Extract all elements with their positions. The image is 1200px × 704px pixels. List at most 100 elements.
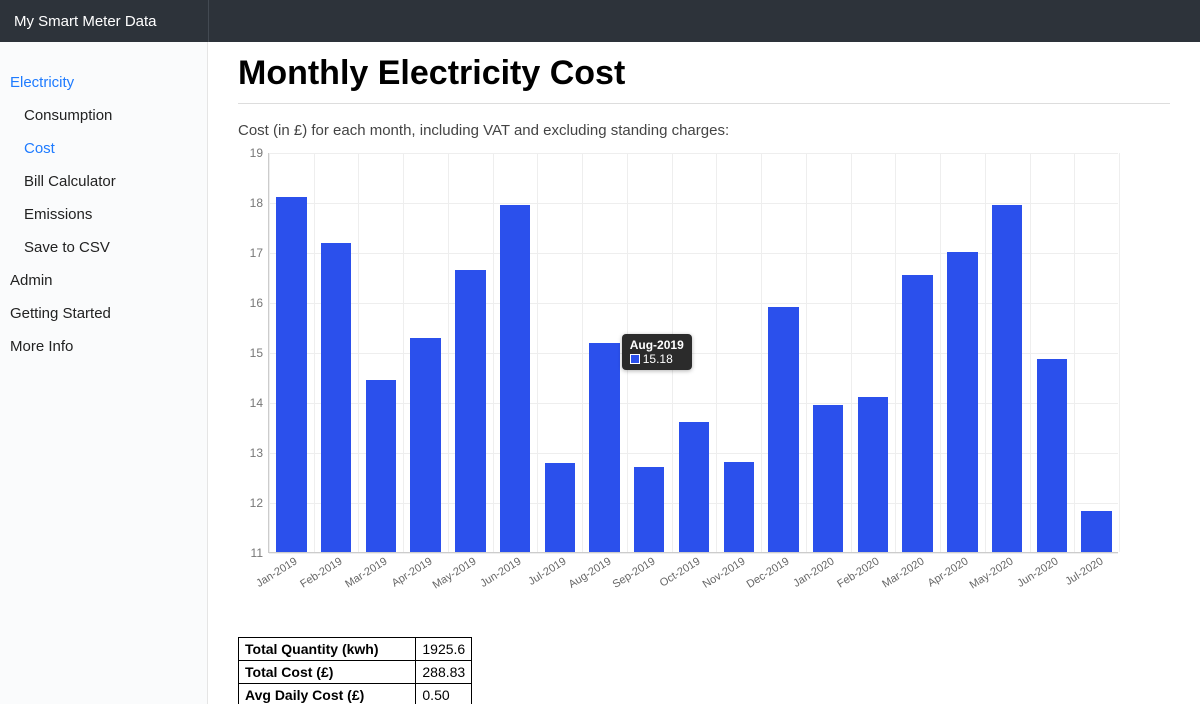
sidebar-section-electricity[interactable]: Electricity bbox=[0, 66, 207, 99]
gridline-v bbox=[940, 153, 941, 552]
y-axis-label: 17 bbox=[250, 246, 269, 260]
page-title: Monthly Electricity Cost bbox=[238, 54, 1170, 93]
table-row: Avg Daily Cost (£)0.50 bbox=[239, 684, 472, 704]
sidebar-item-more-info[interactable]: More Info bbox=[0, 330, 207, 363]
x-axis-label: Dec-2019 bbox=[745, 555, 792, 590]
x-axis-label: Aug-2019 bbox=[566, 555, 613, 590]
gridline-h bbox=[269, 303, 1118, 304]
gridline-v bbox=[269, 153, 270, 552]
gridline-h bbox=[269, 353, 1118, 354]
bar-may-2020[interactable] bbox=[992, 205, 1022, 553]
x-axis-label: Oct-2019 bbox=[658, 555, 703, 589]
y-axis-label: 11 bbox=[251, 546, 269, 560]
bar-feb-2020[interactable] bbox=[858, 397, 888, 552]
x-axis-label: May-2020 bbox=[968, 555, 1016, 591]
gridline-v bbox=[1030, 153, 1031, 552]
bar-aug-2019[interactable] bbox=[589, 343, 619, 552]
gridline-h bbox=[269, 403, 1118, 404]
sidebar-item-bill-calculator[interactable]: Bill Calculator bbox=[24, 165, 207, 198]
stat-value: 1925.6 bbox=[416, 638, 472, 661]
gridline-v bbox=[448, 153, 449, 552]
bar-oct-2019[interactable] bbox=[679, 422, 709, 552]
sidebar-item-consumption[interactable]: Consumption bbox=[24, 99, 207, 132]
y-axis-label: 19 bbox=[250, 146, 269, 160]
summary-table: Total Quantity (kwh)1925.6Total Cost (£)… bbox=[238, 637, 472, 704]
chart-tooltip: Aug-201915.18 bbox=[622, 334, 692, 370]
bar-jan-2019[interactable] bbox=[276, 197, 306, 552]
x-axis-label: Nov-2019 bbox=[700, 555, 747, 590]
x-axis-label: Apr-2019 bbox=[389, 555, 434, 589]
gridline-v bbox=[537, 153, 538, 552]
bar-mar-2020[interactable] bbox=[902, 275, 932, 553]
x-axis-label: Feb-2019 bbox=[298, 555, 344, 590]
bar-apr-2019[interactable] bbox=[410, 338, 440, 552]
x-axis-label: Apr-2020 bbox=[926, 555, 971, 589]
x-axis-label: Mar-2019 bbox=[343, 555, 389, 590]
stat-key: Total Cost (£) bbox=[239, 661, 416, 684]
bar-dec-2019[interactable] bbox=[768, 307, 798, 552]
main-content: Monthly Electricity Cost Cost (in £) for… bbox=[208, 42, 1200, 704]
gridline-h bbox=[269, 553, 1118, 554]
gridline-h bbox=[269, 203, 1118, 204]
stat-key: Total Quantity (kwh) bbox=[239, 638, 416, 661]
gridline-v bbox=[985, 153, 986, 552]
x-axis-label: Feb-2020 bbox=[835, 555, 881, 590]
gridline-v bbox=[806, 153, 807, 552]
gridline-v bbox=[716, 153, 717, 552]
sidebar-item-getting-started[interactable]: Getting Started bbox=[0, 297, 207, 330]
sidebar-item-emissions[interactable]: Emissions bbox=[24, 198, 207, 231]
bar-jul-2019[interactable] bbox=[545, 463, 575, 552]
x-axis-label: Jan-2019 bbox=[255, 555, 300, 589]
gridline-v bbox=[672, 153, 673, 552]
stat-value: 0.50 bbox=[416, 684, 472, 704]
gridline-v bbox=[627, 153, 628, 552]
bar-sep-2019[interactable] bbox=[634, 467, 664, 552]
x-axis-label: May-2019 bbox=[431, 555, 479, 591]
bar-apr-2020[interactable] bbox=[947, 252, 977, 552]
gridline-h bbox=[269, 153, 1118, 154]
table-row: Total Quantity (kwh)1925.6 bbox=[239, 638, 472, 661]
table-row: Total Cost (£)288.83 bbox=[239, 661, 472, 684]
stat-value: 288.83 bbox=[416, 661, 472, 684]
x-axis-label: Jul-2019 bbox=[526, 555, 568, 588]
y-axis-label: 13 bbox=[250, 446, 269, 460]
y-axis-label: 14 bbox=[250, 396, 269, 410]
sidebar: Electricity ConsumptionCostBill Calculat… bbox=[0, 42, 208, 704]
gridline-v bbox=[1119, 153, 1120, 552]
sidebar-item-save-to-csv[interactable]: Save to CSV bbox=[24, 231, 207, 264]
x-axis-label: Sep-2019 bbox=[611, 555, 658, 590]
gridline-v bbox=[895, 153, 896, 552]
sidebar-item-cost[interactable]: Cost bbox=[24, 132, 207, 165]
bar-jun-2020[interactable] bbox=[1037, 359, 1067, 553]
x-axis-label: Mar-2020 bbox=[880, 555, 926, 590]
bar-mar-2019[interactable] bbox=[366, 380, 396, 553]
topbar-separator bbox=[208, 0, 209, 42]
stat-key: Avg Daily Cost (£) bbox=[239, 684, 416, 704]
bar-may-2019[interactable] bbox=[455, 270, 485, 553]
bar-jan-2020[interactable] bbox=[813, 405, 843, 553]
gridline-v bbox=[761, 153, 762, 552]
sidebar-item-admin[interactable]: Admin bbox=[0, 264, 207, 297]
x-axis-label: Jul-2020 bbox=[1063, 555, 1105, 588]
y-axis-label: 12 bbox=[250, 496, 269, 510]
gridline-v bbox=[314, 153, 315, 552]
y-axis-label: 18 bbox=[250, 196, 269, 210]
gridline-h bbox=[269, 253, 1118, 254]
bar-jul-2020[interactable] bbox=[1081, 511, 1111, 552]
bar-feb-2019[interactable] bbox=[321, 243, 351, 552]
x-axis-label: Jun-2019 bbox=[478, 555, 523, 589]
gridline-v bbox=[358, 153, 359, 552]
x-axis-label: Jun-2020 bbox=[1015, 555, 1060, 589]
gridline-v bbox=[493, 153, 494, 552]
brand-title: My Smart Meter Data bbox=[0, 13, 157, 30]
x-axis-label: Jan-2020 bbox=[791, 555, 836, 589]
gridline-v bbox=[1074, 153, 1075, 552]
bar-jun-2019[interactable] bbox=[500, 205, 530, 553]
y-axis-label: 15 bbox=[250, 346, 269, 360]
monthly-cost-chart: 111213141516171819Jan-2019Feb-2019Mar-20… bbox=[238, 153, 1118, 593]
page-description: Cost (in £) for each month, including VA… bbox=[238, 122, 1170, 139]
gridline-v bbox=[403, 153, 404, 552]
bar-nov-2019[interactable] bbox=[724, 462, 754, 552]
title-rule bbox=[238, 103, 1170, 104]
gridline-v bbox=[582, 153, 583, 552]
